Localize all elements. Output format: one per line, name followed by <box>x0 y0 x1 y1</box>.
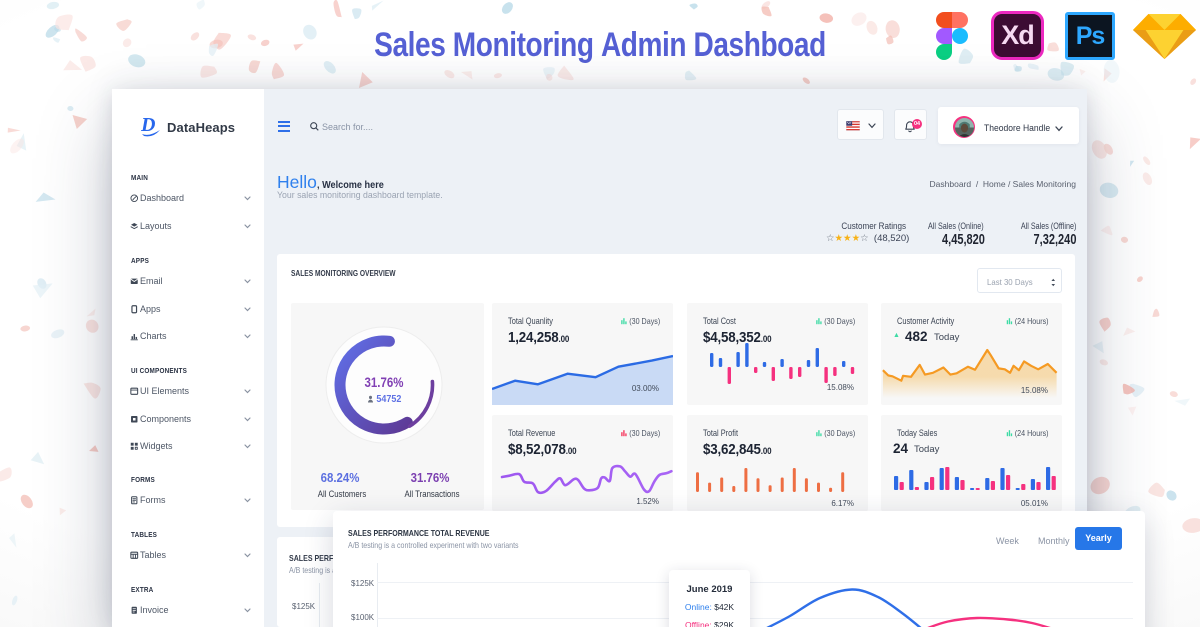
svg-text:D: D <box>141 114 155 136</box>
